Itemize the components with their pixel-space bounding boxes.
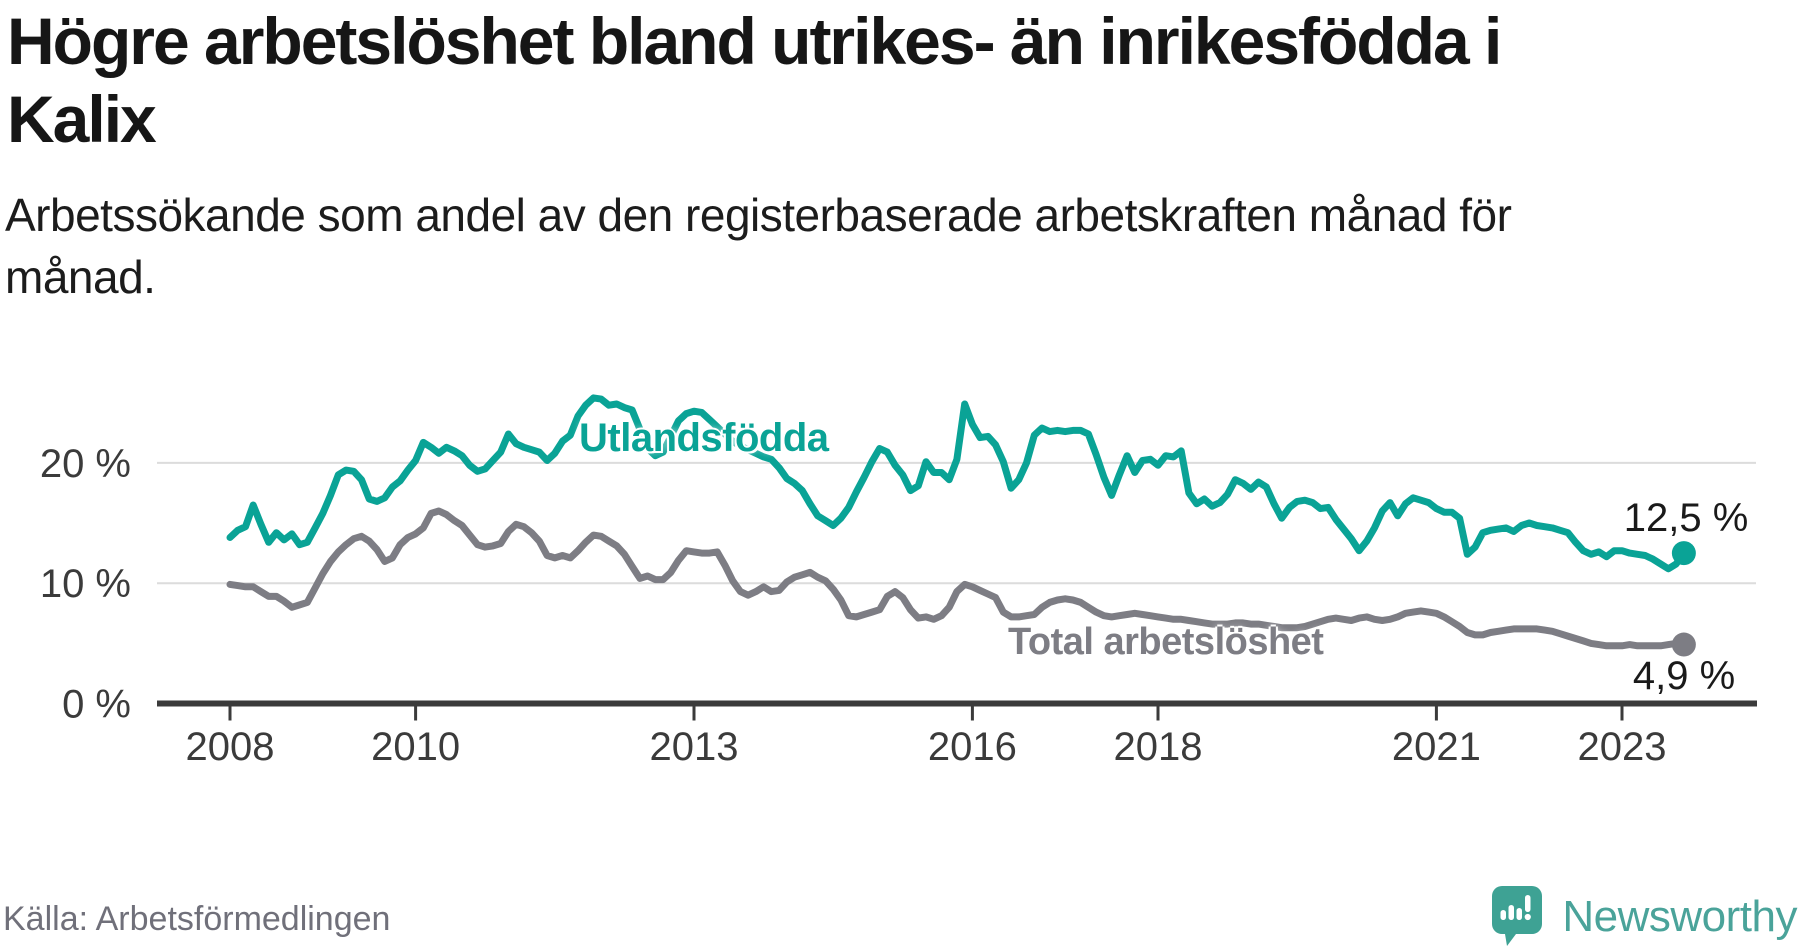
- series-label-utlandsfodda: Utlandsfödda: [579, 416, 829, 460]
- x-axis-tick-label-2018: 2018: [1114, 725, 1203, 769]
- x-axis-tick-label-2010: 2010: [371, 725, 460, 769]
- series-line-total-arbetsl-shet: [226, 507, 1688, 650]
- y-axis-label-20: 20 %: [40, 442, 131, 486]
- newsworthy-logo-icon: [1492, 886, 1543, 946]
- x-axis-tick-label-2023: 2023: [1578, 725, 1667, 769]
- x-axis-tick-label-2021: 2021: [1392, 725, 1481, 769]
- title-line-2: Kalix: [7, 82, 157, 156]
- source-credit: Källa: Arbetsförmedlingen: [3, 900, 391, 938]
- x-axis-tick-label-2013: 2013: [650, 725, 739, 769]
- series-end-dot-total-arbetsl-shet: [1671, 632, 1696, 657]
- x-axis-tick-label-2016: 2016: [928, 725, 1017, 769]
- x-axis-tick-label-2008: 2008: [186, 725, 275, 769]
- newsworthy-wordmark: Newsworthy: [1562, 892, 1797, 941]
- y-axis-label-10: 10 %: [40, 562, 131, 606]
- end-value-label-total: 4,9 %: [1632, 654, 1736, 698]
- chart-subtitle: Arbetssökande som andel av den registerb…: [5, 184, 1512, 308]
- series-line-utlandsf-dda: [226, 394, 1688, 573]
- subtitle-line-2: månad.: [5, 251, 156, 303]
- series-label-total-arbetsloshet: Total arbetslöshet: [1008, 621, 1324, 663]
- logo-bar-chart-glyph: [1500, 895, 1532, 921]
- end-value-label-utlandsfodda: 12,5 %: [1623, 496, 1749, 540]
- title-line-1: Högre arbetslöshet bland utrikes- än inr…: [7, 4, 1502, 78]
- newsworthy-brand: Newsworthy: [1492, 886, 1797, 948]
- y-axis-label-0: 0 %: [62, 683, 131, 727]
- series-end-dot-utlandsf-dda: [1671, 541, 1696, 566]
- page-title: Högre arbetslöshet bland utrikes- än inr…: [7, 2, 1502, 158]
- subtitle-line-1: Arbetssökande som andel av den registerb…: [5, 189, 1512, 241]
